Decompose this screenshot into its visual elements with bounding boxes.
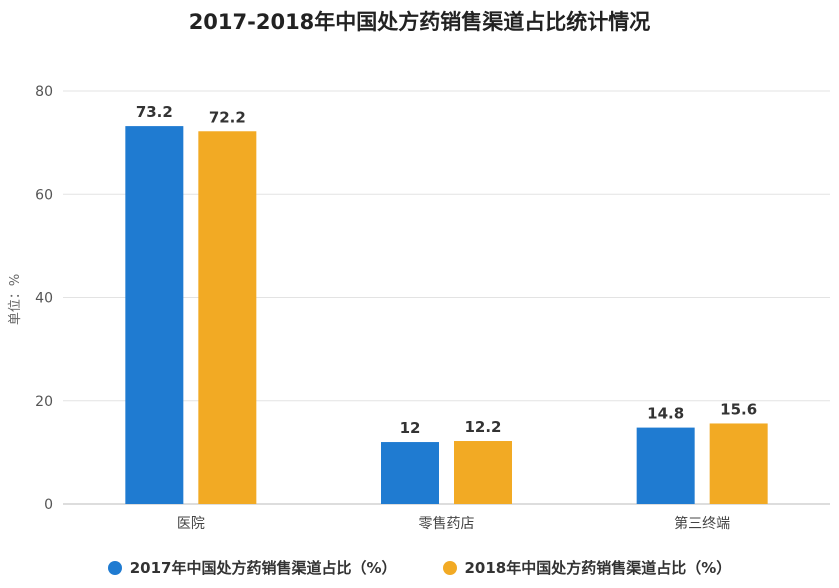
x-tick-label: 医院 (177, 516, 205, 532)
bar-2018 (454, 441, 512, 504)
legend-item-2017[interactable]: 2017年中国处方药销售渠道占比（%） (107, 557, 397, 578)
data-label: 12.2 (464, 418, 501, 436)
y-tick-label: 20 (35, 394, 53, 410)
legend-label-2017: 2017年中国处方药销售渠道占比（%） (129, 559, 397, 577)
x-tick-label: 第三终端 (674, 515, 730, 532)
data-label: 14.8 (647, 405, 684, 423)
legend-label-2018: 2018年中国处方药销售渠道占比（%） (464, 559, 732, 577)
x-tick-label: 零售药店 (419, 516, 475, 532)
data-label: 12 (400, 419, 421, 437)
y-tick-label: 40 (35, 291, 53, 307)
bar-2018 (709, 423, 768, 504)
y-tick-label: 0 (44, 497, 53, 513)
legend-swatch-2018 (442, 560, 457, 575)
legend: 2017年中国处方药销售渠道占比（%） 2018年中国处方药销售渠道占比（%） (0, 557, 839, 578)
data-label: 73.2 (136, 103, 173, 121)
data-label: 72.2 (209, 108, 246, 126)
bar-2017 (125, 126, 184, 504)
y-tick-label: 60 (35, 187, 53, 203)
chart-title: 2017-2018年中国处方药销售渠道占比统计情况 (188, 10, 651, 34)
data-label: 15.6 (720, 400, 757, 418)
bar-2018 (198, 131, 257, 504)
legend-swatch-2017 (107, 560, 122, 575)
legend-item-2018[interactable]: 2018年中国处方药销售渠道占比（%） (442, 557, 732, 578)
bar-2017 (381, 442, 439, 504)
y-tick-label: 80 (35, 84, 53, 100)
bar-2017 (636, 427, 695, 504)
